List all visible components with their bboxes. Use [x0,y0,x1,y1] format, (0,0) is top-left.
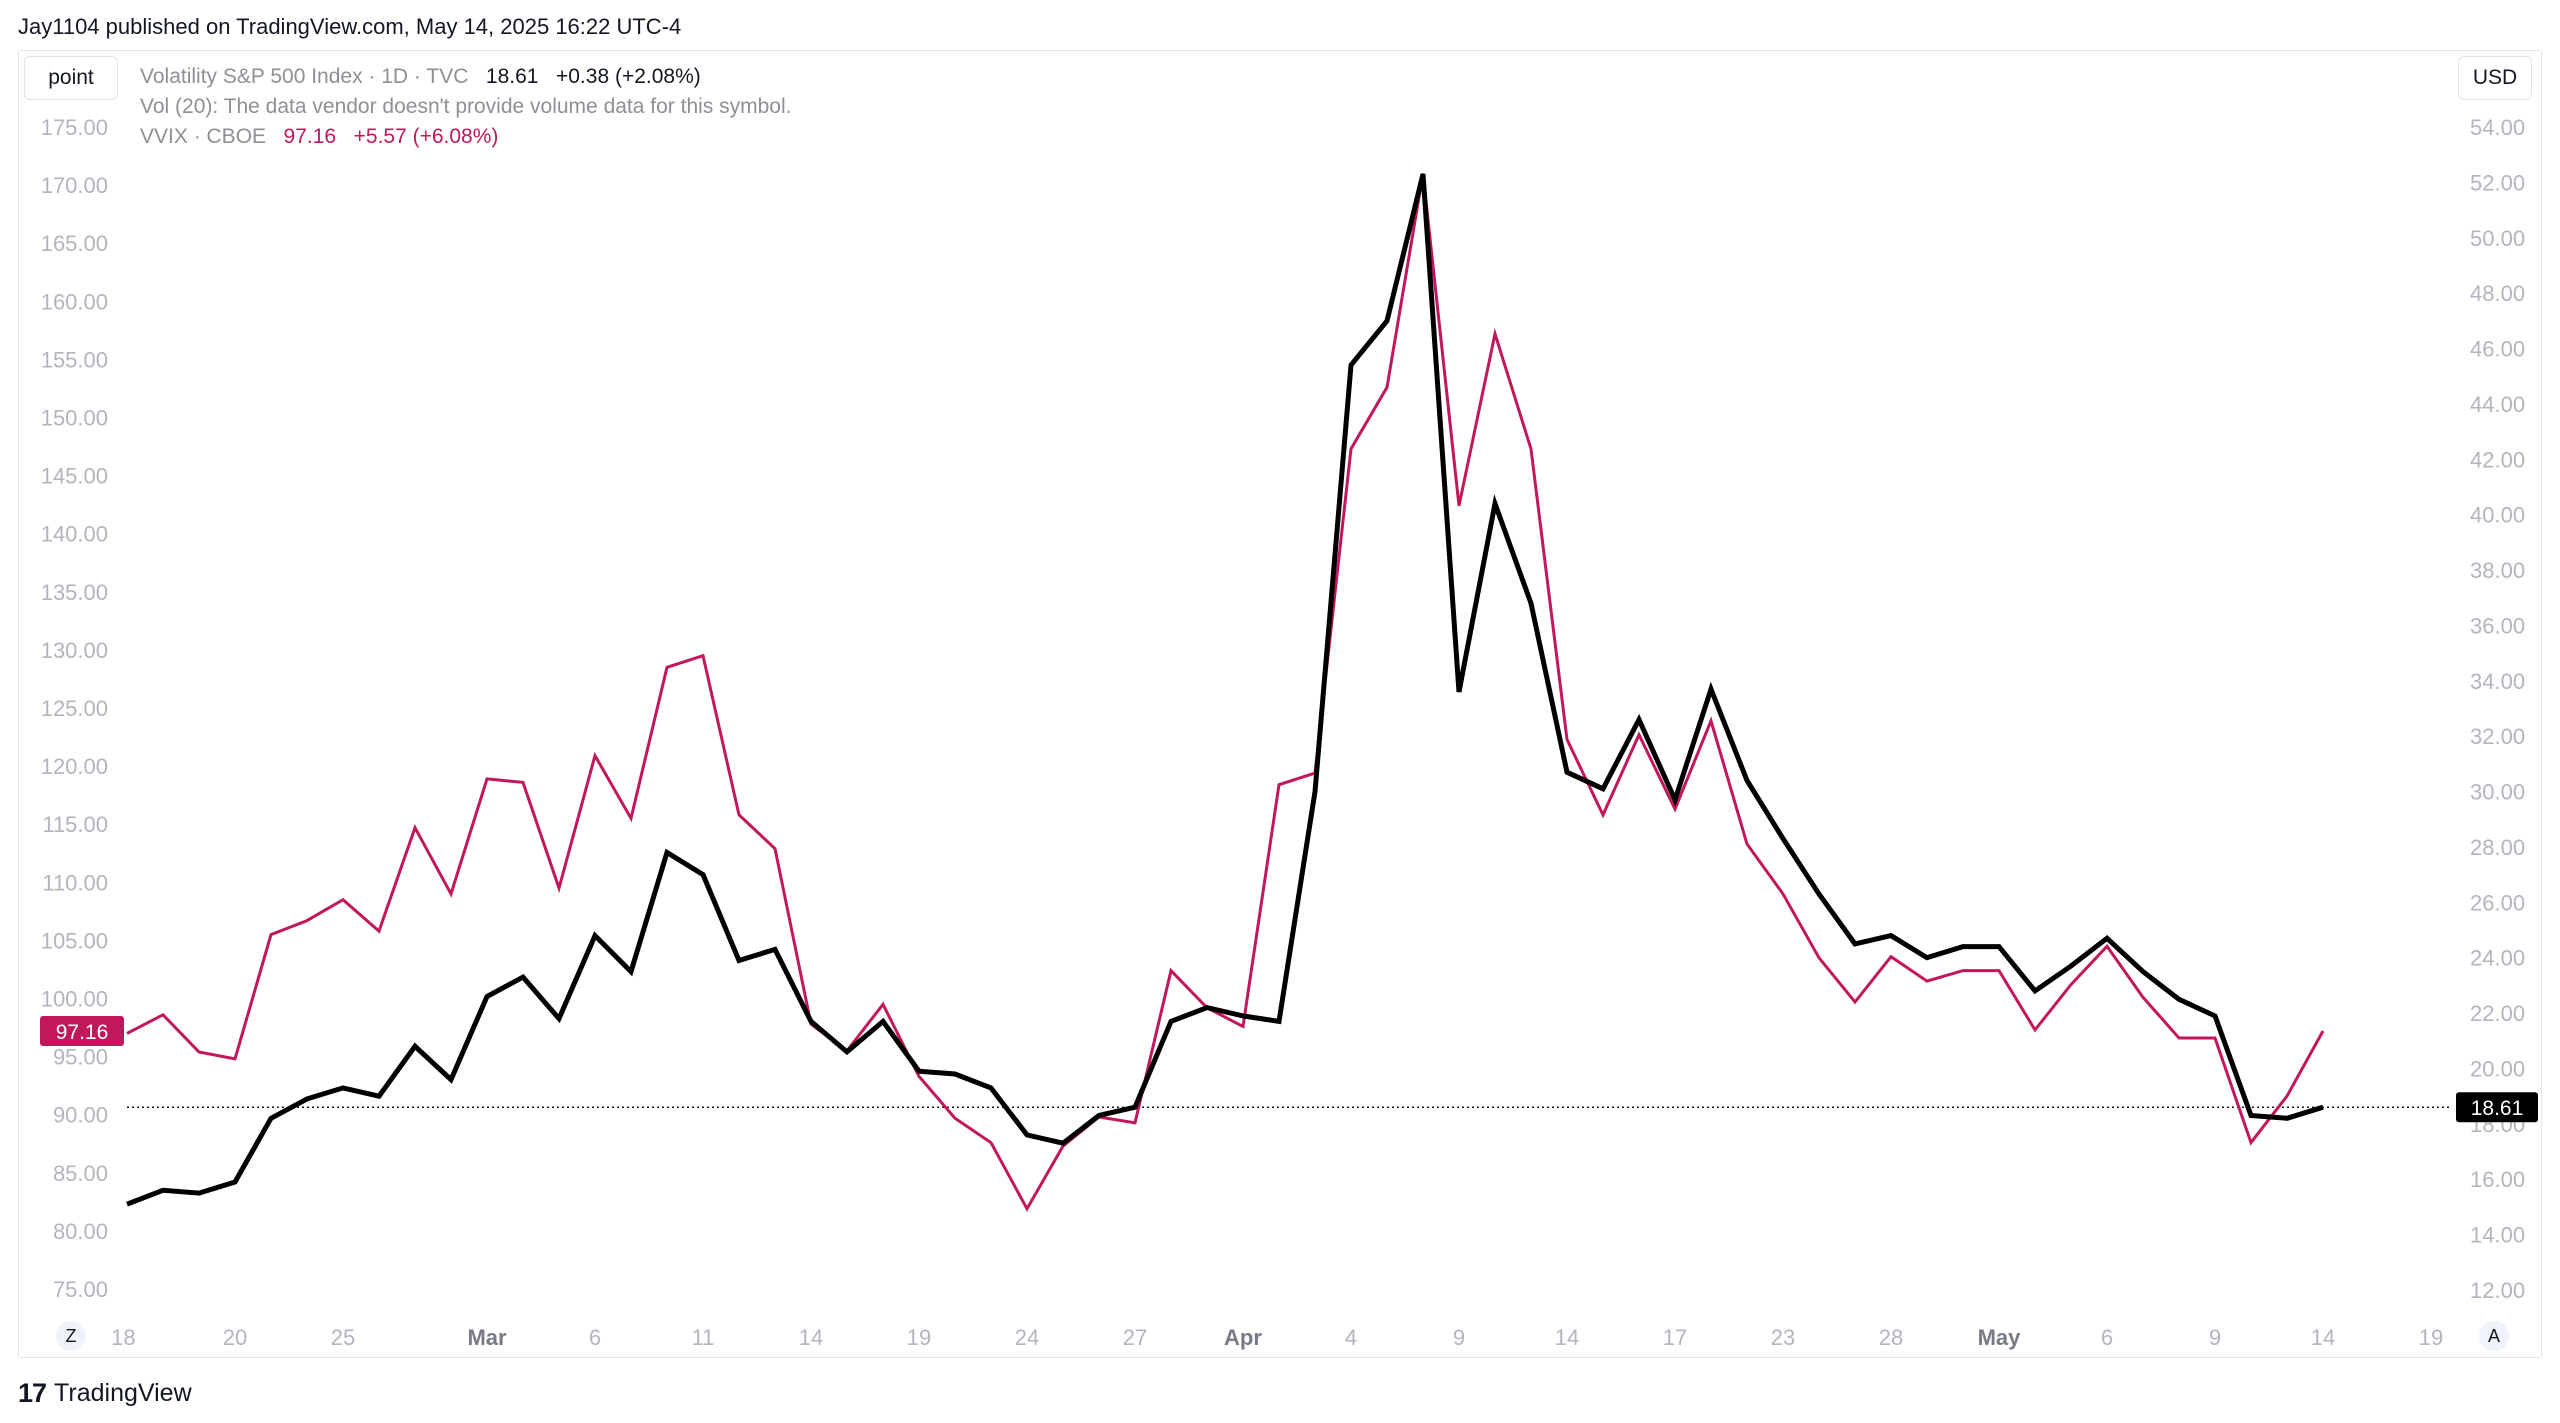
tradingview-logo-icon: 17 [18,1378,47,1408]
tradingview-logo[interactable]: 17 TradingView [18,1378,192,1409]
legend-vix-row[interactable]: Volatility S&P 500 Index · 1D · TVC 18.6… [140,62,791,92]
legend-vvix-last: 97.16 [283,125,337,148]
legend-volume-row[interactable]: Vol (20): The data vendor doesn't provid… [140,92,791,122]
legend-vix-last: 18.61 [485,65,539,88]
published-caption: Jay1104 published on TradingView.com, Ma… [18,14,682,39]
legend-vvix-name: VVIX · CBOE [140,125,267,148]
currency-button[interactable]: USD [2458,56,2532,100]
legend-vix-change: +0.38 (+2.08%) [555,65,701,88]
legend-vvix-row[interactable]: VVIX · CBOE 97.16 +5.57 (+6.08%) [140,122,791,152]
point-button[interactable]: point [24,56,118,100]
legend-volume-note: Vol (20): The data vendor doesn't provid… [140,95,792,118]
zoom-reset-button[interactable]: Z [56,1321,86,1351]
auto-scale-button[interactable]: A [2479,1321,2509,1351]
chart-frame [18,50,2542,1358]
legend-vix-name: Volatility S&P 500 Index · 1D · TVC [140,65,469,88]
legend: Volatility S&P 500 Index · 1D · TVC 18.6… [140,62,791,152]
legend-vvix-change: +5.57 (+6.08%) [353,125,499,148]
tradingview-brand: TradingView [54,1379,192,1407]
